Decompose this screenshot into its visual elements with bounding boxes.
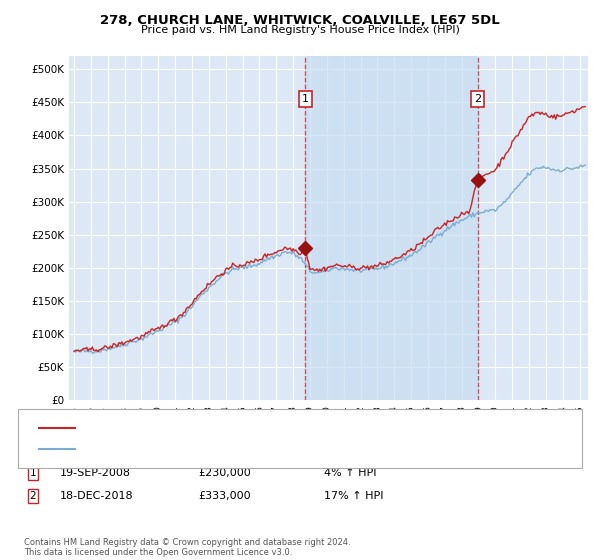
Text: 1: 1 (302, 94, 309, 104)
Text: Contains HM Land Registry data © Crown copyright and database right 2024.
This d: Contains HM Land Registry data © Crown c… (24, 538, 350, 557)
Text: 17% ↑ HPI: 17% ↑ HPI (324, 491, 383, 501)
Text: HPI: Average price, detached house, North West Leicestershire: HPI: Average price, detached house, Nort… (81, 444, 380, 453)
Bar (305, 56, 478, 400)
Text: 2: 2 (29, 491, 37, 501)
Text: 2: 2 (474, 94, 481, 104)
Text: 1: 1 (29, 468, 37, 478)
Text: 4% ↑ HPI: 4% ↑ HPI (324, 468, 377, 478)
Text: 18-DEC-2018: 18-DEC-2018 (60, 491, 134, 501)
Text: £230,000: £230,000 (198, 468, 251, 478)
Text: 278, CHURCH LANE, WHITWICK, COALVILLE, LE67 5DL (detached house): 278, CHURCH LANE, WHITWICK, COALVILLE, L… (81, 423, 422, 432)
Text: 19-SEP-2008: 19-SEP-2008 (60, 468, 131, 478)
Text: £333,000: £333,000 (198, 491, 251, 501)
Text: Price paid vs. HM Land Registry's House Price Index (HPI): Price paid vs. HM Land Registry's House … (140, 25, 460, 35)
Text: 278, CHURCH LANE, WHITWICK, COALVILLE, LE67 5DL: 278, CHURCH LANE, WHITWICK, COALVILLE, L… (100, 14, 500, 27)
